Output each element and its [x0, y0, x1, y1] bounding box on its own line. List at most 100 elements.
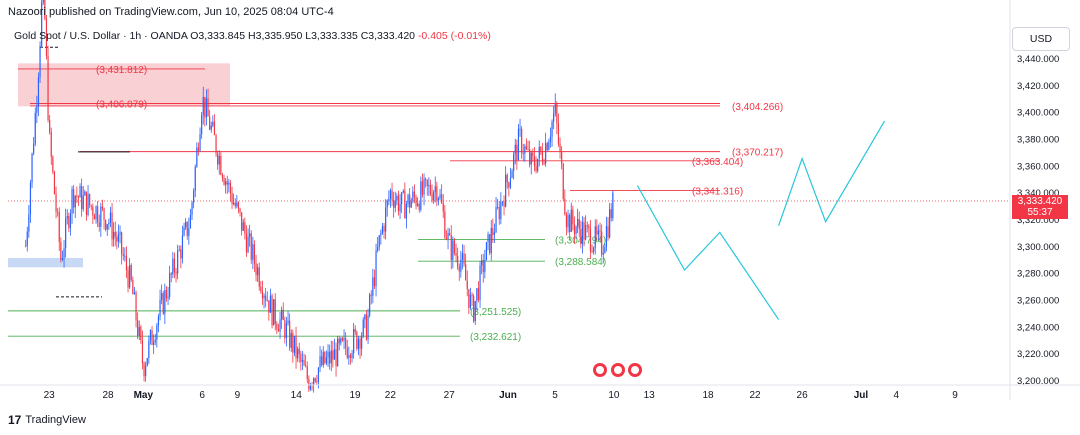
candle-body — [519, 128, 521, 130]
candle-body — [463, 253, 465, 265]
candle-body — [127, 270, 129, 288]
y-tick-label: 3,340.000 — [1017, 188, 1059, 199]
x-tick-label: 13 — [644, 390, 656, 401]
candle-body — [341, 338, 344, 341]
candle-body — [402, 190, 404, 193]
candle-body — [570, 209, 572, 233]
candle-body — [527, 148, 529, 150]
candle-body — [365, 314, 368, 340]
candle-body — [252, 244, 254, 260]
candle-body — [95, 206, 97, 220]
candle-body — [121, 232, 123, 255]
candle-body — [61, 258, 64, 260]
candle-body — [346, 347, 348, 358]
x-tick-label: Jun — [499, 390, 517, 401]
candle-body — [535, 165, 537, 171]
candle-body — [36, 105, 38, 113]
candle-body — [81, 186, 83, 210]
candle-body — [473, 296, 475, 322]
candle-body — [306, 366, 308, 380]
candle-body — [324, 351, 326, 364]
candle-body — [578, 219, 580, 230]
candle-body — [85, 191, 88, 215]
candle-body — [388, 198, 390, 201]
tradingview-footer[interactable]: 17 TradingView — [8, 413, 86, 427]
candle-body — [394, 200, 396, 208]
candle-body — [522, 153, 524, 155]
support-label: (3,232.621) — [470, 332, 521, 343]
candle-body — [44, 0, 46, 19]
symbol-name[interactable]: Gold Spot / U.S. Dollar · 1h · OANDA — [14, 30, 188, 42]
y-tick-label: 3,380.000 — [1017, 135, 1059, 146]
candle-body — [55, 194, 57, 212]
candle-body — [386, 200, 388, 208]
projection-path — [636, 185, 780, 320]
candle-body — [292, 333, 294, 353]
candle-body — [250, 233, 252, 260]
candle-body — [553, 113, 555, 122]
candle-body — [100, 206, 102, 227]
candle-body — [602, 253, 604, 255]
candle-body — [93, 215, 96, 220]
candle-body — [369, 294, 371, 316]
candle-body — [569, 215, 571, 233]
candle-body — [233, 202, 235, 205]
candle-body — [599, 230, 601, 232]
candle-body — [87, 194, 89, 215]
candle-body — [548, 142, 550, 150]
candle-body — [493, 232, 496, 236]
candle-body — [97, 206, 99, 223]
candle-body — [185, 221, 187, 228]
candle-body — [140, 326, 142, 341]
y-tick-label: 3,400.000 — [1017, 108, 1059, 119]
candle-body — [173, 258, 176, 273]
candle-body — [378, 235, 380, 248]
candle-body — [308, 379, 310, 390]
candle-body — [135, 292, 137, 321]
economic-event-icon — [614, 366, 622, 374]
candle-body — [442, 202, 444, 212]
candle-body — [338, 338, 340, 344]
candle-body — [471, 294, 473, 297]
candle-body — [513, 154, 515, 171]
candle-body — [410, 200, 412, 208]
candle-body — [399, 204, 401, 212]
candle-body — [549, 136, 552, 143]
candle-body — [596, 226, 598, 235]
candle-body — [423, 178, 425, 195]
candle-body — [245, 233, 248, 253]
resistance-label: (3,341.316) — [692, 186, 743, 197]
candle-body — [485, 242, 488, 261]
candle-body — [453, 240, 456, 254]
candle-body — [393, 200, 395, 208]
candle-body — [188, 228, 190, 237]
candle-body — [370, 294, 372, 296]
candle-body — [177, 250, 179, 274]
candle-body — [479, 265, 481, 301]
candle-body — [545, 143, 547, 164]
candle-body — [351, 353, 353, 358]
candle-body — [559, 143, 561, 152]
candle-body — [330, 350, 332, 364]
currency-button[interactable]: USD — [1012, 27, 1070, 51]
candle-body — [76, 195, 78, 197]
x-tick-label: 9 — [235, 390, 241, 401]
candle-body — [117, 234, 120, 242]
candle-body — [170, 273, 172, 275]
candle-body — [273, 299, 275, 326]
candle-body — [39, 45, 41, 78]
candle-body — [420, 181, 422, 210]
candle-body — [181, 235, 184, 259]
candle-body — [137, 320, 139, 336]
candle-body — [74, 195, 76, 208]
y-tick-label: 3,280.000 — [1017, 269, 1059, 280]
candle-body — [77, 196, 80, 198]
candle-body — [460, 259, 462, 272]
y-tick-label: 3,300.000 — [1017, 242, 1059, 253]
candle-body — [66, 215, 68, 219]
candle-body — [418, 203, 420, 210]
resistance-label: (3,431.812) — [96, 65, 147, 76]
candle-body — [210, 125, 212, 130]
candle-body — [303, 359, 305, 366]
